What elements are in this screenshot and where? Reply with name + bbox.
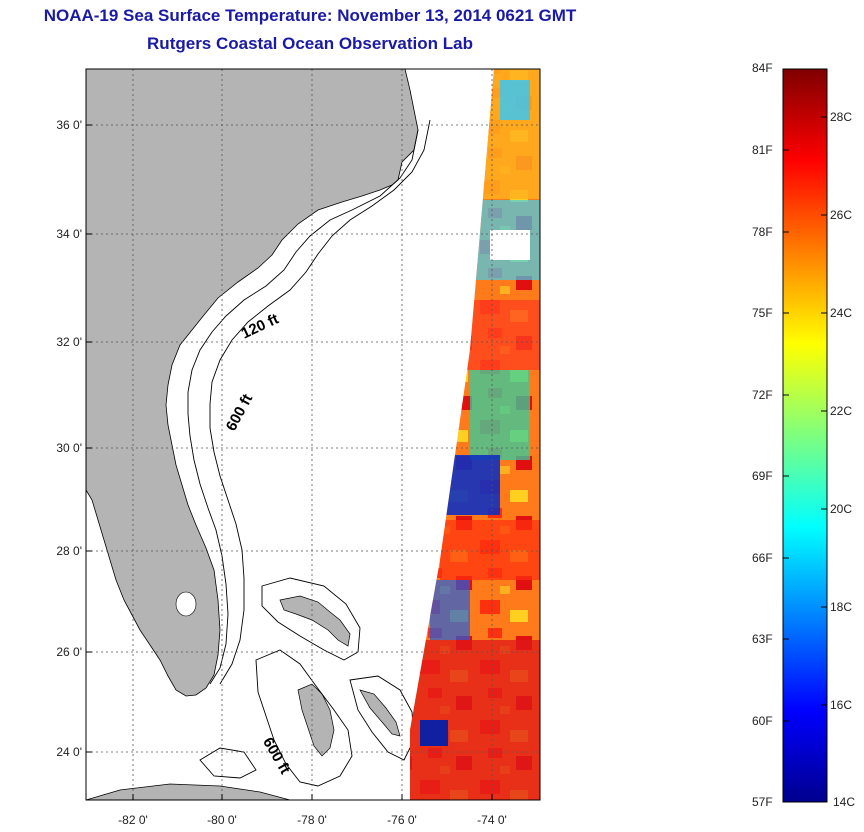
- colorbar-f-label-69: 69F: [752, 469, 773, 483]
- lon-label-82: -82 0': [118, 813, 148, 827]
- colorbar-f-label-66: 66F: [752, 551, 773, 565]
- contour-lines: [187, 119, 431, 787]
- map-title: NOAA-19 Sea Surface Temperature: Novembe…: [43, 6, 577, 25]
- lat-label-34: 34 0': [56, 227, 82, 241]
- map-border: [85, 68, 541, 801]
- map-subtitle: Rutgers Coastal Ocean Observation Lab: [147, 34, 473, 53]
- lon-label-80: -80 0': [207, 813, 237, 827]
- lat-label-30: 30 0': [56, 441, 82, 455]
- land-us-east-coast: [85, 68, 419, 697]
- axis-ticks: [86, 124, 493, 800]
- lat-label-36: 36 0': [56, 118, 82, 132]
- colorbar-c-label-16: 16C: [830, 698, 853, 712]
- colorbar-c-label-24: 24C: [830, 306, 853, 320]
- lake-okeechobee: [175, 591, 197, 617]
- colorbar-c-label-26: 26C: [830, 208, 853, 222]
- colorbar-c-label-14: 14C: [833, 795, 856, 809]
- colorbar-f-label-72: 72F: [752, 388, 773, 402]
- lat-label-28: 28 0': [56, 544, 82, 558]
- colorbar-f-label-60: 60F: [752, 714, 773, 728]
- lat-label-24: 24 0': [56, 745, 82, 759]
- colorbar-f-label-81: 81F: [752, 143, 773, 157]
- bahamas-eleuthera: [359, 689, 401, 737]
- colorbar-c-label-22: 22C: [830, 404, 853, 418]
- colorbar-f-label-84: 84F: [752, 61, 773, 75]
- lon-label-76: -76 0': [387, 813, 417, 827]
- lat-label-26: 26 0': [56, 645, 82, 659]
- colorbar-f-label-63: 63F: [752, 632, 773, 646]
- bahamas-andros: [297, 683, 335, 757]
- lon-label-78: -78 0': [297, 813, 327, 827]
- colorbar-c-label-28: 28C: [830, 110, 853, 124]
- colorbar-f-label-57: 57F: [752, 795, 773, 809]
- colorbar-c-label-20: 20C: [830, 502, 853, 516]
- lat-label-32: 32 0': [56, 335, 82, 349]
- colorbar-c-label-18: 18C: [830, 600, 853, 614]
- colorbar-f-label-78: 78F: [752, 225, 773, 239]
- colorbar-f-label-75: 75F: [752, 306, 773, 320]
- lon-label-74: -74 0': [477, 813, 507, 827]
- bahamas-grand-bahama: [279, 595, 351, 647]
- lat-lon-grid: [86, 69, 540, 800]
